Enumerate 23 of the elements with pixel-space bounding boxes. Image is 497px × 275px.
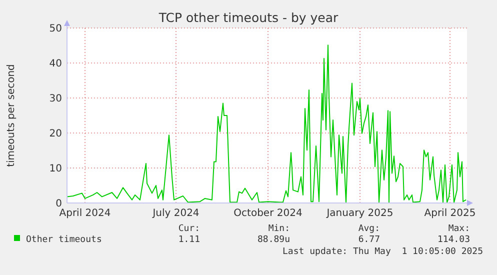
y-tick-label: 40: [49, 58, 62, 70]
x-tick-label: April 2025: [424, 208, 476, 219]
text: 6.77: [358, 235, 380, 245]
text: Last update: Thu May 1 10:05:00 2025: [282, 247, 483, 257]
x-tick-label: July 2024: [152, 208, 200, 219]
text: 114.03: [437, 235, 470, 245]
y-tick-label: 0: [56, 198, 62, 210]
text: Avg:: [358, 224, 380, 234]
chart-title: TCP other timeouts - by year: [158, 10, 340, 25]
x-tick-label: October 2024: [234, 208, 302, 219]
text: Cur:: [178, 224, 200, 234]
y-tick-label: 30: [49, 94, 62, 104]
text: 88.89u: [257, 235, 290, 245]
y-tick-label: 20: [49, 128, 62, 140]
text: Min:: [268, 224, 290, 234]
text: Max:: [448, 224, 470, 234]
x-tick-label: April 2024: [59, 208, 111, 219]
y-tick-label: 10: [49, 164, 62, 174]
y-axis-title: timeouts per second: [6, 64, 17, 167]
y-tick-label: 50: [49, 24, 62, 34]
text: 1.11: [178, 235, 200, 245]
legend-label: Other timeouts: [26, 235, 102, 245]
x-tick-label: January 2025: [326, 208, 394, 219]
